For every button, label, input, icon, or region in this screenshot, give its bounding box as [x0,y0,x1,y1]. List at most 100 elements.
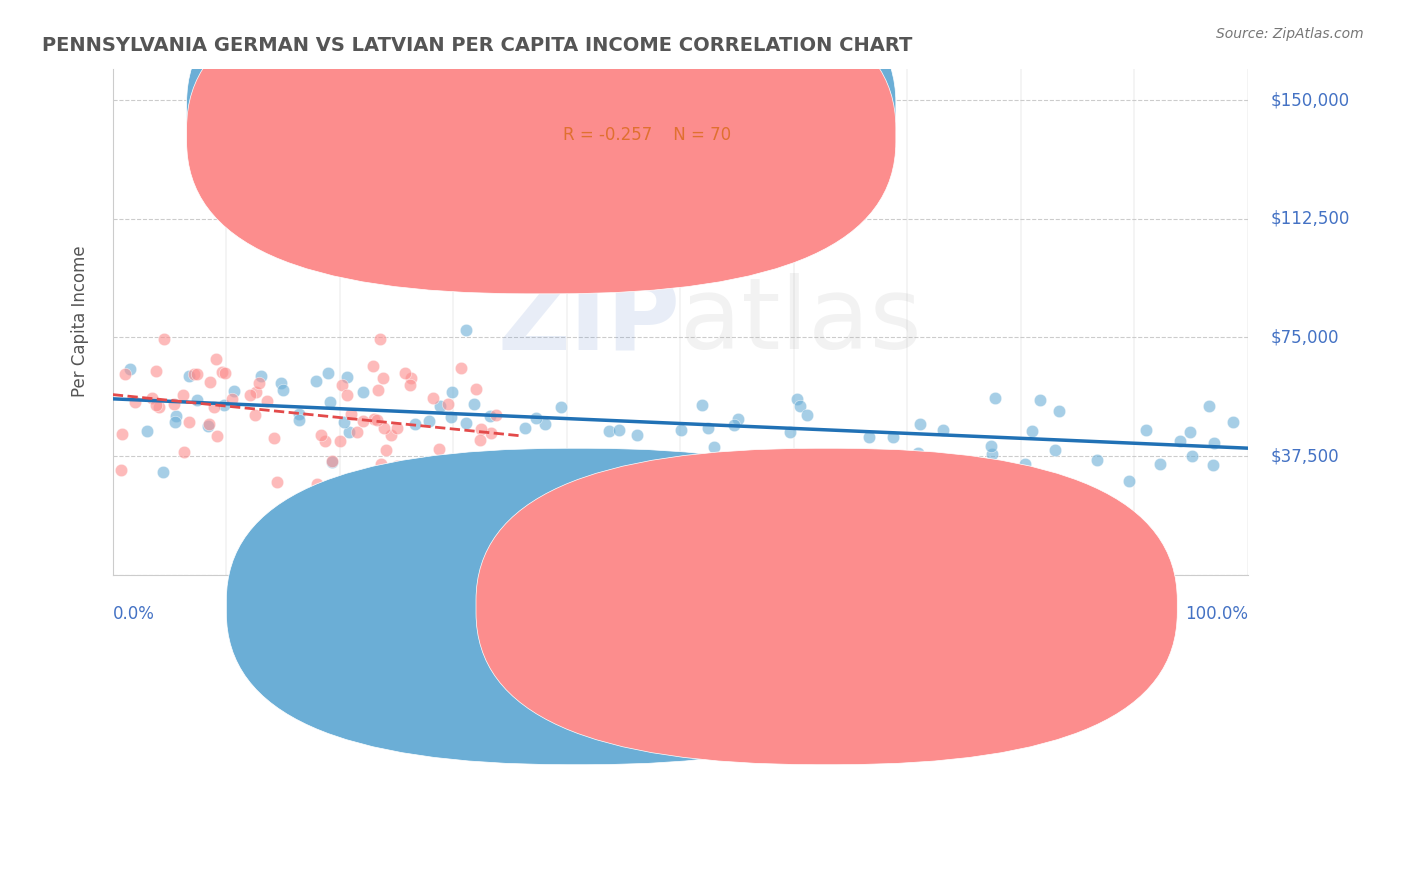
Text: 0.0%: 0.0% [112,605,155,624]
Point [980,447,1002,461]
Point [271,383,294,397]
Point [534,417,557,431]
Point [422,391,444,405]
Point [387,421,409,435]
Text: PENNSYLVANIA GERMAN VS LATVIAN PER CAPITA INCOME CORRELATION CHART: PENNSYLVANIA GERMAN VS LATVIAN PER CAPIT… [42,36,912,54]
Point [197,419,219,434]
Point [288,413,311,427]
Point [321,454,343,468]
Point [368,332,391,346]
Point [908,417,931,431]
Point [1135,423,1157,437]
Point [321,455,343,469]
FancyBboxPatch shape [226,449,928,764]
Point [314,434,336,448]
Point [114,367,136,381]
Point [340,407,363,421]
Point [205,429,228,443]
Point [980,439,1002,453]
Point [727,412,749,426]
Point [786,392,808,406]
Point [450,361,472,376]
Point [550,400,572,414]
Point [385,459,408,474]
Point [404,417,426,431]
Point [145,364,167,378]
Point [373,371,395,385]
Point [1045,443,1067,458]
Point [796,408,818,422]
Point [882,430,904,444]
Point [669,423,692,437]
Point [429,399,451,413]
Y-axis label: Per Capita Income: Per Capita Income [72,246,89,398]
Point [1021,424,1043,438]
Point [256,393,278,408]
Point [598,424,620,438]
Point [380,428,402,442]
Point [463,397,485,411]
Text: ZIP: ZIP [498,273,681,370]
Point [470,491,492,505]
Text: $112,500: $112,500 [1271,210,1350,227]
Point [198,375,221,389]
Point [247,376,270,391]
Point [858,430,880,444]
Point [697,421,720,435]
Point [1181,450,1204,464]
Point [309,428,332,442]
Point [243,408,266,422]
Point [454,323,477,337]
Point [177,415,200,429]
Point [690,398,713,412]
Text: atlas: atlas [681,273,922,370]
Point [995,465,1018,479]
Point [789,399,811,413]
Point [250,369,273,384]
Point [214,366,236,380]
Point [163,415,186,429]
Point [179,369,201,384]
Point [337,425,360,439]
Point [120,361,142,376]
Point [148,401,170,415]
Text: 100.0%: 100.0% [1185,605,1247,624]
Point [319,395,342,409]
FancyBboxPatch shape [499,94,862,165]
Point [1168,434,1191,448]
Point [198,417,221,431]
Point [467,462,489,476]
Point [440,409,463,424]
Point [499,453,522,467]
Text: $75,000: $75,000 [1271,328,1339,346]
Point [136,424,159,438]
Point [398,377,420,392]
Point [270,376,292,390]
Text: Latvians: Latvians [839,610,908,628]
Text: Source: ZipAtlas.com: Source: ZipAtlas.com [1216,27,1364,41]
Point [352,414,374,428]
Point [212,398,235,412]
Point [366,413,388,427]
Point [172,388,194,402]
Point [205,352,228,367]
Point [478,409,501,424]
Point [329,434,352,448]
Text: Pennsylvania Germans: Pennsylvania Germans [589,610,779,628]
Point [1029,392,1052,407]
Point [785,447,807,461]
Point [470,422,492,436]
Point [984,391,1007,405]
Point [461,463,484,477]
Point [626,428,648,442]
Point [464,382,486,396]
Point [513,421,536,435]
Point [111,427,134,442]
Point [1149,458,1171,472]
Point [145,398,167,412]
Point [110,462,132,476]
Point [374,443,396,458]
Text: $37,500: $37,500 [1271,447,1339,465]
Point [479,425,502,440]
Point [1202,458,1225,472]
